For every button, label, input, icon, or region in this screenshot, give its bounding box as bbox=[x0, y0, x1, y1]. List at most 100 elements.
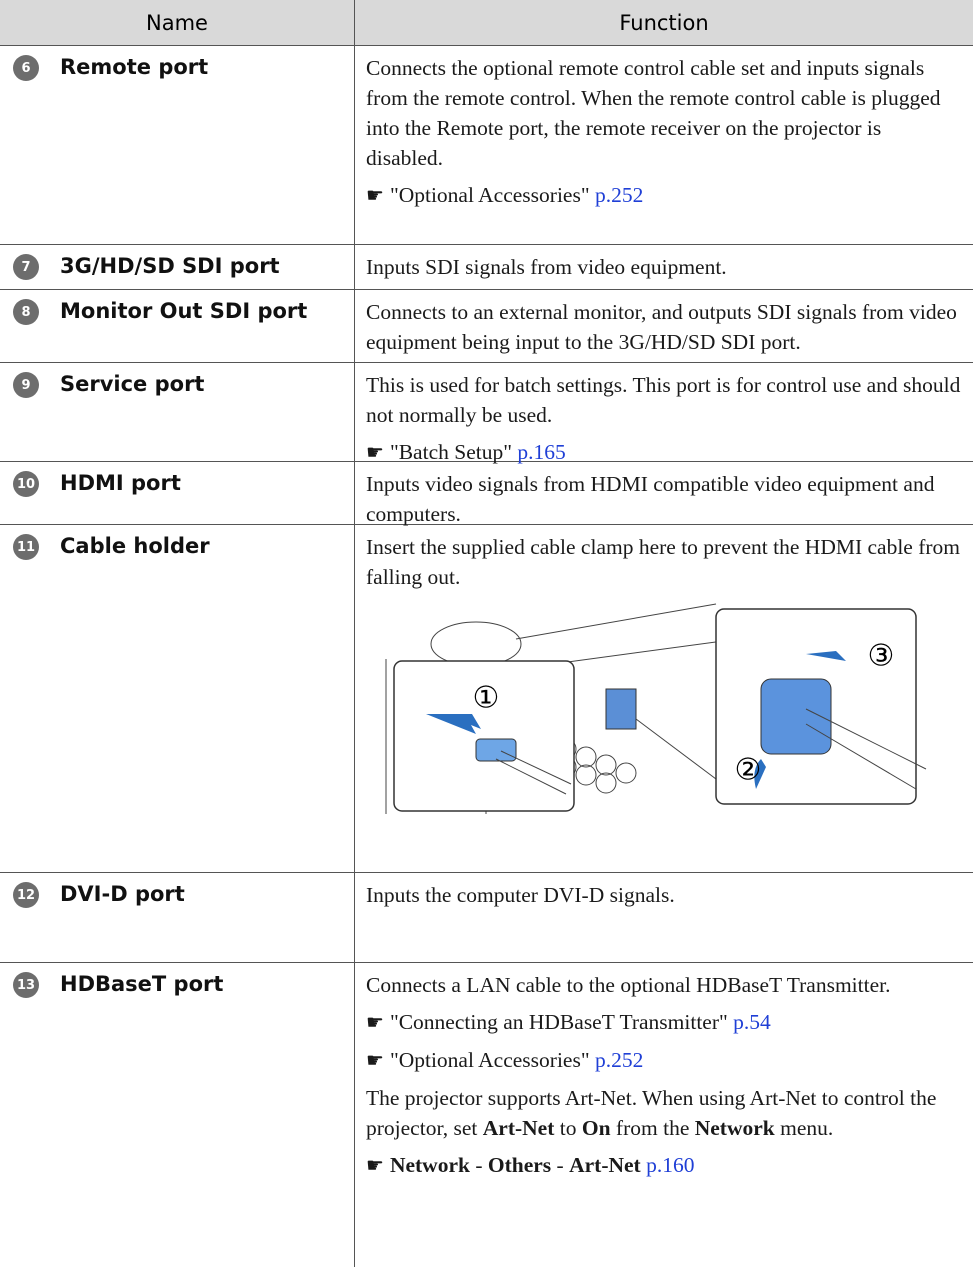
sketch-shape bbox=[575, 746, 597, 768]
item-name: Service port bbox=[52, 363, 355, 461]
paragraph: Inputs the computer DVI-D signals. bbox=[366, 883, 675, 907]
number-cell: 10 bbox=[0, 462, 52, 524]
function-cell: Inputs video signals from HDMI compatibl… bbox=[355, 462, 973, 526]
function-cell: Connects to an external monitor, and out… bbox=[355, 290, 973, 362]
item-name: Monitor Out SDI port bbox=[52, 290, 355, 362]
number-cell: 9 bbox=[0, 363, 52, 461]
bold-text: Art-Net bbox=[569, 1153, 641, 1177]
bold-text: Art-Net bbox=[482, 1116, 555, 1140]
sketch-line bbox=[635, 718, 717, 780]
table-row: 13 HDBaseT port Connects a LAN cable to th… bbox=[0, 963, 973, 1267]
sketch-line bbox=[495, 758, 567, 795]
table-row: 7 3G/HD/SD SDI port Inputs SDI signals fro… bbox=[0, 245, 973, 290]
arrow bbox=[754, 759, 766, 789]
item-name: Remote port bbox=[52, 46, 355, 244]
illustration: ① ② ③ bbox=[385, 603, 927, 814]
step-label: ② bbox=[735, 753, 762, 788]
table-row: 10 HDMI port Inputs video signals from HDM… bbox=[0, 462, 973, 526]
sketch-shape bbox=[595, 772, 617, 794]
item-number: 13 bbox=[13, 972, 39, 998]
header-cell: Name bbox=[0, 0, 355, 45]
function-cell: Connects a LAN cable to the optional HDB… bbox=[355, 963, 973, 1267]
bold-text: Others bbox=[487, 1153, 552, 1177]
table-row: 8 Monitor Out SDI port Connects to an exte… bbox=[0, 290, 973, 363]
number-cell: 7 bbox=[0, 245, 52, 289]
paragraph: Inputs video signals from HDMI compatibl… bbox=[366, 472, 935, 526]
sketch-shape bbox=[430, 621, 522, 667]
table-header: Name Function bbox=[0, 0, 973, 46]
bold-text: Network bbox=[694, 1116, 775, 1140]
arrow bbox=[806, 651, 846, 661]
paragraph: Connects the optional remote control cab… bbox=[366, 56, 941, 170]
number-cell: 13 bbox=[0, 963, 52, 1267]
text: "Connecting an HDBaseT Transmitter" bbox=[389, 1010, 734, 1034]
function-cell: Inputs the computer DVI-D signals. bbox=[355, 873, 973, 962]
callout-box bbox=[393, 660, 575, 812]
sketch-shape bbox=[595, 754, 617, 776]
text: - bbox=[551, 1153, 570, 1177]
sketch-line bbox=[805, 723, 917, 790]
function-cell: Insert the supplied cable clamp here to … bbox=[355, 525, 973, 872]
reference: Network - Others - Art-Net p.160 bbox=[366, 1150, 963, 1181]
header-cell: Function bbox=[619, 10, 709, 35]
paragraph: Connects a LAN cable to the optional HDB… bbox=[366, 973, 891, 997]
reference: "Connecting an HDBaseT Transmitter" p.54 bbox=[366, 1007, 963, 1038]
text: The projector supports Art-Net. When usi… bbox=[366, 1086, 937, 1140]
page-link[interactable]: p.54 bbox=[733, 1010, 771, 1034]
sketch-line bbox=[515, 603, 717, 640]
item-name: HDMI port bbox=[52, 462, 355, 524]
item-name: DVI-D port bbox=[52, 873, 355, 962]
step-label: ① bbox=[473, 681, 500, 716]
page-link[interactable]: p.252 bbox=[594, 1048, 644, 1072]
item-number: 11 bbox=[13, 534, 39, 560]
table-row: 9 Service port This is used for batch sett… bbox=[0, 363, 973, 464]
sketch-shape bbox=[575, 764, 597, 786]
paragraph: Insert the supplied cable clamp here to … bbox=[366, 535, 961, 589]
reference: "Optional Accessories" p.252 bbox=[366, 1045, 963, 1076]
sketch-line bbox=[805, 708, 927, 770]
clamp bbox=[760, 678, 832, 755]
text: "Optional Accessories" bbox=[389, 1048, 595, 1072]
text: "Batch Setup" bbox=[389, 440, 518, 464]
sketch-line bbox=[500, 750, 572, 785]
text: menu. bbox=[774, 1116, 834, 1140]
item-number: 6 bbox=[13, 55, 39, 81]
text: to bbox=[554, 1116, 582, 1140]
number-cell: 8 bbox=[0, 290, 52, 362]
table-row: 12 DVI-D port Inputs the computer DVI-D si… bbox=[0, 873, 973, 963]
page-link[interactable]: p.252 bbox=[594, 183, 644, 207]
reference: "Batch Setup" p.165 bbox=[366, 437, 963, 468]
reference: "Optional Accessories" p.252 bbox=[366, 180, 963, 211]
table-row: 11 Cable holder Insert the supplied cable … bbox=[0, 525, 973, 873]
function-cell: This is used for batch settings. This po… bbox=[355, 363, 973, 464]
text: "Optional Accessories" bbox=[389, 183, 595, 207]
item-name: 3G/HD/SD SDI port bbox=[52, 245, 355, 289]
paragraph: Inputs SDI signals from video equipment. bbox=[366, 255, 727, 279]
item-number: 10 bbox=[13, 471, 39, 497]
item-number: 12 bbox=[13, 882, 39, 908]
text: from the bbox=[610, 1116, 695, 1140]
paragraph: The projector supports Art-Net. When usi… bbox=[366, 1083, 963, 1143]
function-cell: Inputs SDI signals from video equipment. bbox=[355, 245, 973, 289]
arrow bbox=[426, 704, 481, 734]
number-cell: 12 bbox=[0, 873, 52, 962]
number-cell: 11 bbox=[0, 525, 52, 872]
item-number: 9 bbox=[13, 372, 39, 398]
clamp bbox=[475, 738, 517, 762]
table-row: 6 Remote port Connects the optional remote… bbox=[0, 46, 973, 245]
paragraph: Connects to an external monitor, and out… bbox=[366, 300, 957, 354]
bold-text: Network bbox=[389, 1153, 470, 1177]
item-name: HDBaseT port bbox=[52, 963, 355, 1267]
item-name: Cable holder bbox=[52, 525, 355, 872]
text: - bbox=[469, 1153, 488, 1177]
item-number: 7 bbox=[13, 254, 39, 280]
page-link[interactable]: p.165 bbox=[517, 440, 566, 464]
item-number: 8 bbox=[13, 299, 39, 325]
number-cell: 6 bbox=[0, 46, 52, 244]
sketch-shape bbox=[615, 762, 637, 784]
paragraph: This is used for batch settings. This po… bbox=[366, 373, 961, 427]
page-link[interactable]: p.160 bbox=[646, 1153, 695, 1177]
step-label: ③ bbox=[868, 639, 895, 674]
function-cell: Connects the optional remote control cab… bbox=[355, 46, 973, 244]
